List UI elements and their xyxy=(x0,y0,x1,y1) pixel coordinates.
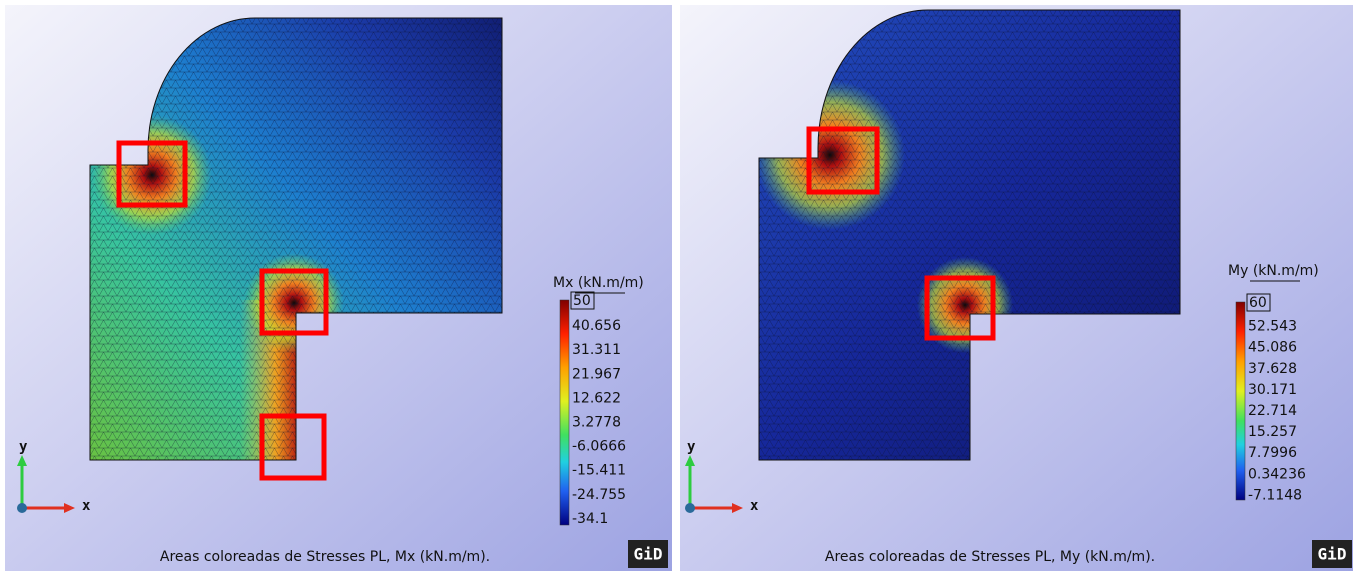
legend-max-box xyxy=(1246,293,1271,312)
legend-label: -15.411 xyxy=(572,463,626,479)
legend-label: 12.622 xyxy=(572,390,621,406)
legend-label: 21.967 xyxy=(572,366,621,382)
logo-box xyxy=(1312,540,1352,568)
axis-y-head xyxy=(685,455,695,466)
color-bar xyxy=(559,299,570,526)
legend-label: 30.171 xyxy=(1248,382,1297,398)
logo: GiD xyxy=(634,545,663,564)
axis-x-head xyxy=(732,503,743,513)
legend-label: 15.257 xyxy=(1248,424,1297,440)
legend-label: -24.755 xyxy=(572,487,626,503)
legend-label: 37.628 xyxy=(1248,361,1297,377)
legend-max-box xyxy=(570,291,595,310)
caption: Areas coloreadas de Stresses PL, Mx (kN.… xyxy=(160,549,490,565)
axis-y-label: y xyxy=(19,439,28,455)
legend-label: -34.1 xyxy=(572,511,608,527)
legend-max: 60 xyxy=(1249,295,1267,311)
legend-label: 45.086 xyxy=(1248,340,1297,356)
panel-2 xyxy=(680,5,1353,571)
axis-origin xyxy=(685,503,695,513)
caption: Areas coloreadas de Stresses PL, My (kN.… xyxy=(825,549,1155,565)
color-bar xyxy=(1235,301,1246,501)
highlight-boxes xyxy=(806,126,996,341)
legend-label: 22.714 xyxy=(1248,403,1297,419)
axis-origin xyxy=(17,503,27,513)
highlight-boxes xyxy=(116,140,329,481)
logo-box xyxy=(628,540,668,568)
legend-title: Mx (kN.m/m) xyxy=(553,275,644,291)
legend-label: 7.7996 xyxy=(1248,445,1297,461)
panel-1 xyxy=(5,5,672,571)
legend-label: 3.2778 xyxy=(572,415,621,431)
axis-x-label: x xyxy=(750,498,759,514)
axis-y-label: y xyxy=(687,439,696,455)
legend-max: 50 xyxy=(573,293,591,309)
legend-label: -6.0666 xyxy=(572,439,626,455)
legend-label: 0.34236 xyxy=(1248,466,1306,482)
axis-x-label: x xyxy=(82,498,91,514)
logo: GiD xyxy=(1318,545,1347,564)
legend-label: 40.656 xyxy=(572,318,621,334)
axis-x-head xyxy=(64,503,75,513)
legend-label: -7.1148 xyxy=(1248,487,1302,503)
legend-label: 31.311 xyxy=(572,342,621,358)
axis-y-head xyxy=(17,455,27,466)
legend-label: 52.543 xyxy=(1248,319,1297,335)
legend-title: My (kN.m/m) xyxy=(1228,263,1319,279)
